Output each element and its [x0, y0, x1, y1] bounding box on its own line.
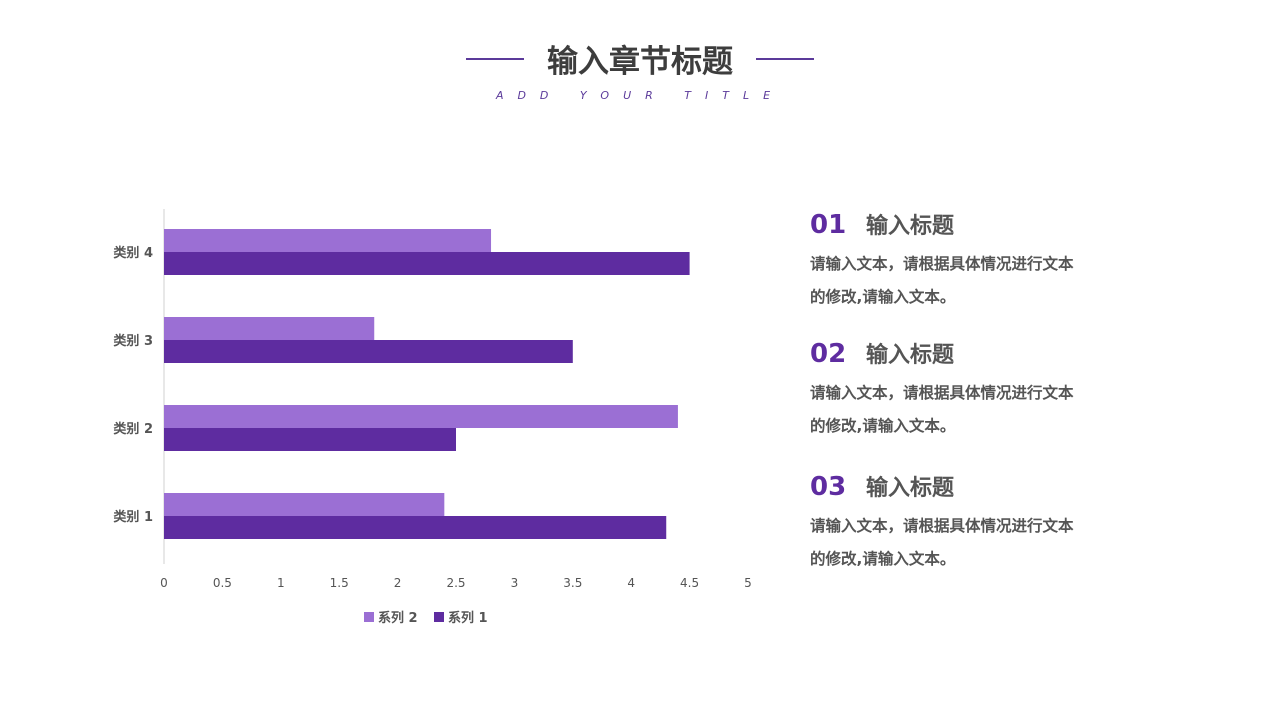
page-title: 输入章节标题 [547, 44, 733, 80]
text-item-3: 03 输入标题 请输入文本，请根据具体情况进行文本的修改,请输入文本。 [810, 470, 1110, 576]
text-item-1: 01 输入标题 请输入文本，请根据具体情况进行文本的修改,请输入文本。 [810, 208, 1110, 314]
bar-series-2 [164, 493, 445, 516]
bar-series-1 [164, 516, 667, 539]
bar-chart: 类别 1 类别 2 类别 3 类别 4 0 0.5 1 1.5 2 2.5 3 3.5 4 4.5 5 系列 … [113, 209, 752, 626]
bar-series-1 [164, 428, 456, 451]
title-line-right [756, 57, 815, 60]
x-tick-label: 1 [277, 576, 285, 590]
item-body: 请输入文本，请根据具体情况进行文本的修改,请输入文本。 [810, 517, 1074, 568]
x-tick-label: 3 [511, 576, 519, 590]
x-tick-label: 3.5 [563, 576, 582, 590]
y-tick-label: 类别 4 [113, 245, 153, 261]
y-tick-label: 类别 1 [113, 509, 153, 525]
item-body: 请输入文本，请根据具体情况进行文本的修改,请输入文本。 [810, 384, 1074, 435]
x-tick-label: 0.5 [213, 576, 232, 590]
bar-series-1 [164, 252, 690, 275]
legend-label: 系列 1 [448, 610, 488, 626]
item-title: 输入标题 [866, 476, 955, 501]
x-tick-label: 0 [160, 576, 168, 590]
legend-label: 系列 2 [378, 610, 418, 626]
legend-swatch [364, 612, 374, 622]
item-body: 请输入文本，请根据具体情况进行文本的修改,请输入文本。 [810, 255, 1074, 306]
bar-series-2 [164, 405, 678, 428]
y-tick-label: 类别 2 [113, 421, 153, 437]
bar-series-2 [164, 229, 492, 252]
x-tick-label: 5 [744, 576, 752, 590]
y-tick-label: 类别 3 [113, 333, 153, 349]
title-line-left [465, 57, 524, 60]
header: 输入章节标题 [0, 36, 1280, 81]
text-item-2: 02 输入标题 请输入文本，请根据具体情况进行文本的修改,请输入文本。 [810, 337, 1110, 443]
item-number: 03 [810, 472, 847, 502]
page-subtitle: ADD YOUR TITLE [495, 89, 785, 102]
item-title: 输入标题 [866, 343, 955, 368]
item-title: 输入标题 [866, 214, 955, 239]
x-tick-label: 2.5 [446, 576, 465, 590]
x-tick-label: 1.5 [330, 576, 349, 590]
bar-series-2 [164, 317, 375, 340]
x-tick-label: 4.5 [680, 576, 699, 590]
item-number: 01 [810, 210, 847, 240]
bar-series-1 [164, 340, 573, 363]
x-tick-label: 2 [394, 576, 402, 590]
item-number: 02 [810, 339, 847, 369]
x-tick-label: 4 [627, 576, 635, 590]
legend-swatch [434, 612, 444, 622]
